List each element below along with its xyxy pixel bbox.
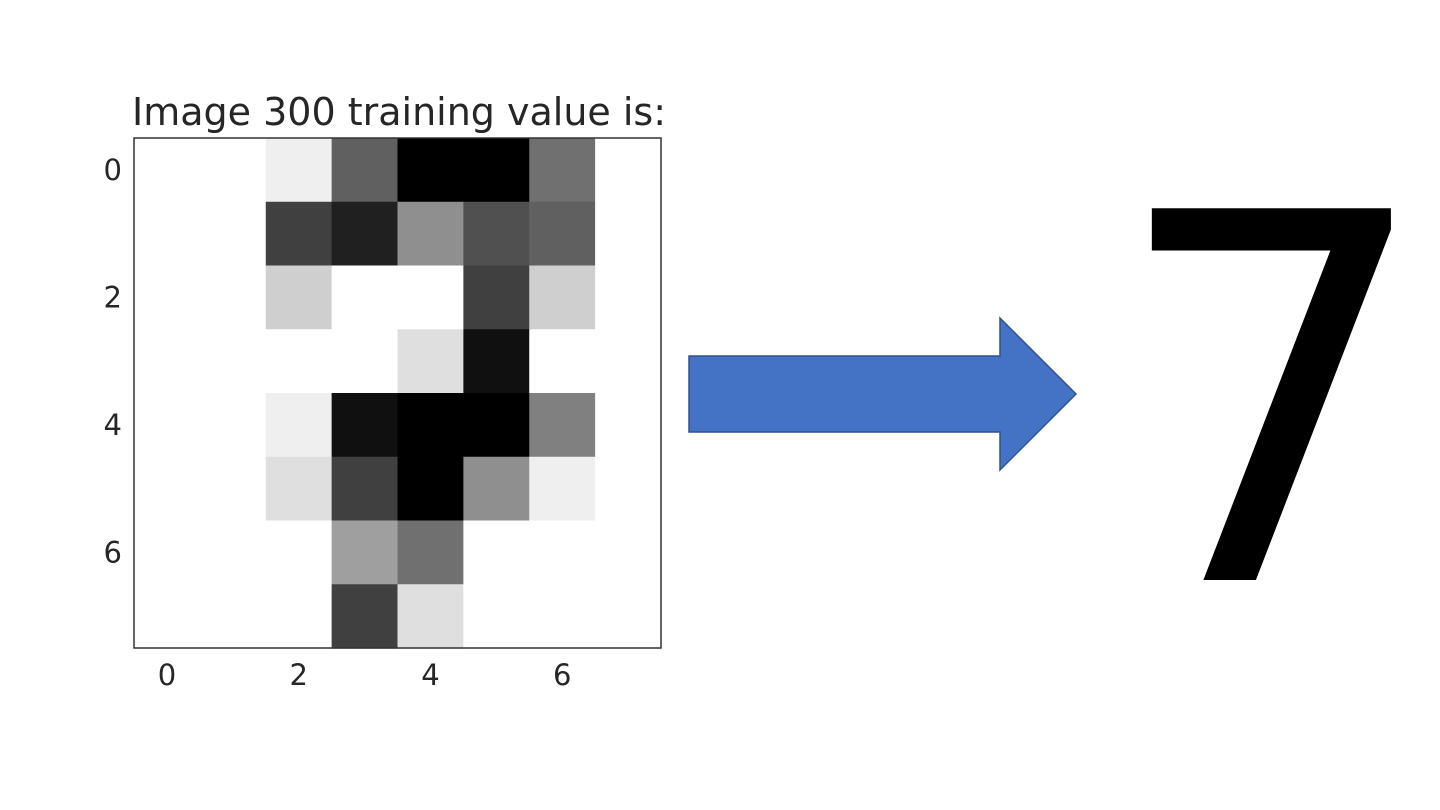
heatmap-cell-r2-c6 xyxy=(529,265,596,330)
heatmap-cell-r4-c6 xyxy=(529,393,596,458)
heatmap-cell-r4-c0 xyxy=(134,393,201,458)
heatmap-cell-r1-c1 xyxy=(199,201,267,267)
heatmap-cell-r2-c4 xyxy=(397,265,464,330)
heatmap-cell-r6-c5 xyxy=(463,520,530,585)
heatmap-cell-r6-c3 xyxy=(331,520,399,585)
heatmap-cell-r3-c5 xyxy=(463,329,530,394)
heatmap-cells xyxy=(134,138,662,649)
heatmap-cell-r3-c4 xyxy=(397,329,464,394)
y-tick-label: 4 xyxy=(104,408,122,442)
heatmap-cell-r7-c0 xyxy=(134,584,201,649)
heatmap-cell-r3-c0 xyxy=(134,329,201,394)
heatmap-cell-r5-c6 xyxy=(529,456,596,522)
heatmap-cell-r6-c2 xyxy=(265,520,333,585)
heatmap-cell-r4-c5 xyxy=(463,393,530,458)
right-arrow-shape xyxy=(688,316,1078,472)
heatmap-cell-r7-c7 xyxy=(595,584,662,649)
heatmap-cell-r1-c6 xyxy=(529,201,596,267)
heatmap-cell-r0-c4 xyxy=(397,138,464,203)
heatmap-cell-r1-c2 xyxy=(265,201,333,267)
heatmap-cell-r0-c0 xyxy=(134,138,201,203)
heatmap-cell-r5-c3 xyxy=(331,456,399,522)
heatmap-cell-r4-c2 xyxy=(265,393,333,458)
heatmap-cell-r5-c5 xyxy=(463,456,530,522)
predicted-digit: 7 xyxy=(1110,108,1435,701)
heatmap-cell-r6-c0 xyxy=(134,520,201,585)
heatmap-cell-r2-c7 xyxy=(595,265,662,330)
x-tick-label: 4 xyxy=(421,658,439,692)
heatmap-cell-r4-c4 xyxy=(397,393,464,458)
heatmap-cell-r4-c7 xyxy=(595,393,662,458)
heatmap-cell-r2-c5 xyxy=(463,265,530,330)
heatmap-cell-r3-c7 xyxy=(595,329,662,394)
heatmap-cell-r3-c3 xyxy=(331,329,399,394)
heatmap-cell-r1-c3 xyxy=(331,201,399,267)
heatmap-cell-r6-c4 xyxy=(397,520,464,585)
heatmap-cell-r7-c1 xyxy=(199,584,267,649)
heatmap-cell-r2-c3 xyxy=(331,265,399,330)
heatmap-cell-r3-c1 xyxy=(199,329,267,394)
heatmap-cell-r4-c3 xyxy=(331,393,399,458)
heatmap-cell-r7-c2 xyxy=(265,584,333,649)
heatmap-cell-r5-c0 xyxy=(134,456,201,522)
heatmap-cell-r2-c2 xyxy=(265,265,333,330)
x-tick-label: 2 xyxy=(289,658,307,692)
heatmap-cell-r5-c2 xyxy=(265,456,333,522)
heatmap-cell-r6-c7 xyxy=(595,520,662,585)
heatmap-cell-r0-c2 xyxy=(265,138,333,203)
heatmap-cell-r6-c1 xyxy=(199,520,267,585)
heatmap-cell-r0-c7 xyxy=(595,138,662,203)
heatmap-cell-r7-c3 xyxy=(331,584,399,649)
heatmap-cell-r7-c6 xyxy=(529,584,596,649)
heatmap-cell-r6-c6 xyxy=(529,520,596,585)
heatmap-cell-r0-c1 xyxy=(199,138,267,203)
heatmap-cell-r5-c1 xyxy=(199,456,267,522)
heatmap-cell-r7-c5 xyxy=(463,584,530,649)
y-tick-label: 0 xyxy=(104,153,122,187)
heatmap-cell-r3-c2 xyxy=(265,329,333,394)
heatmap-cell-r5-c4 xyxy=(397,456,464,522)
chart-title: Image 300 training value is: xyxy=(132,90,667,134)
heatmap-cell-r0-c5 xyxy=(463,138,530,203)
heatmap-cell-r7-c4 xyxy=(397,584,464,649)
heatmap-cell-r0-c3 xyxy=(331,138,399,203)
heatmap-cell-r1-c0 xyxy=(134,201,201,267)
heatmap-cell-r2-c1 xyxy=(199,265,267,330)
y-tick-label: 2 xyxy=(104,280,122,314)
x-tick-labels: 0 2 4 6 xyxy=(158,658,572,692)
heatmap-cell-r1-c7 xyxy=(595,201,662,267)
heatmap-cell-r2-c0 xyxy=(134,265,201,330)
heatmap-cell-r3-c6 xyxy=(529,329,596,394)
heatmap-cell-r5-c7 xyxy=(595,456,662,522)
heatmap-cell-r0-c6 xyxy=(529,138,596,203)
heatmap-cell-r1-c5 xyxy=(463,201,530,267)
x-tick-label: 6 xyxy=(553,658,571,692)
x-tick-label: 0 xyxy=(158,658,176,692)
y-tick-labels: 0 2 4 6 xyxy=(104,153,122,570)
plot-frame xyxy=(133,137,662,649)
heatmap-cell-r4-c1 xyxy=(199,393,267,458)
heatmap-cell-r1-c4 xyxy=(397,201,464,267)
y-tick-label: 6 xyxy=(104,535,122,569)
